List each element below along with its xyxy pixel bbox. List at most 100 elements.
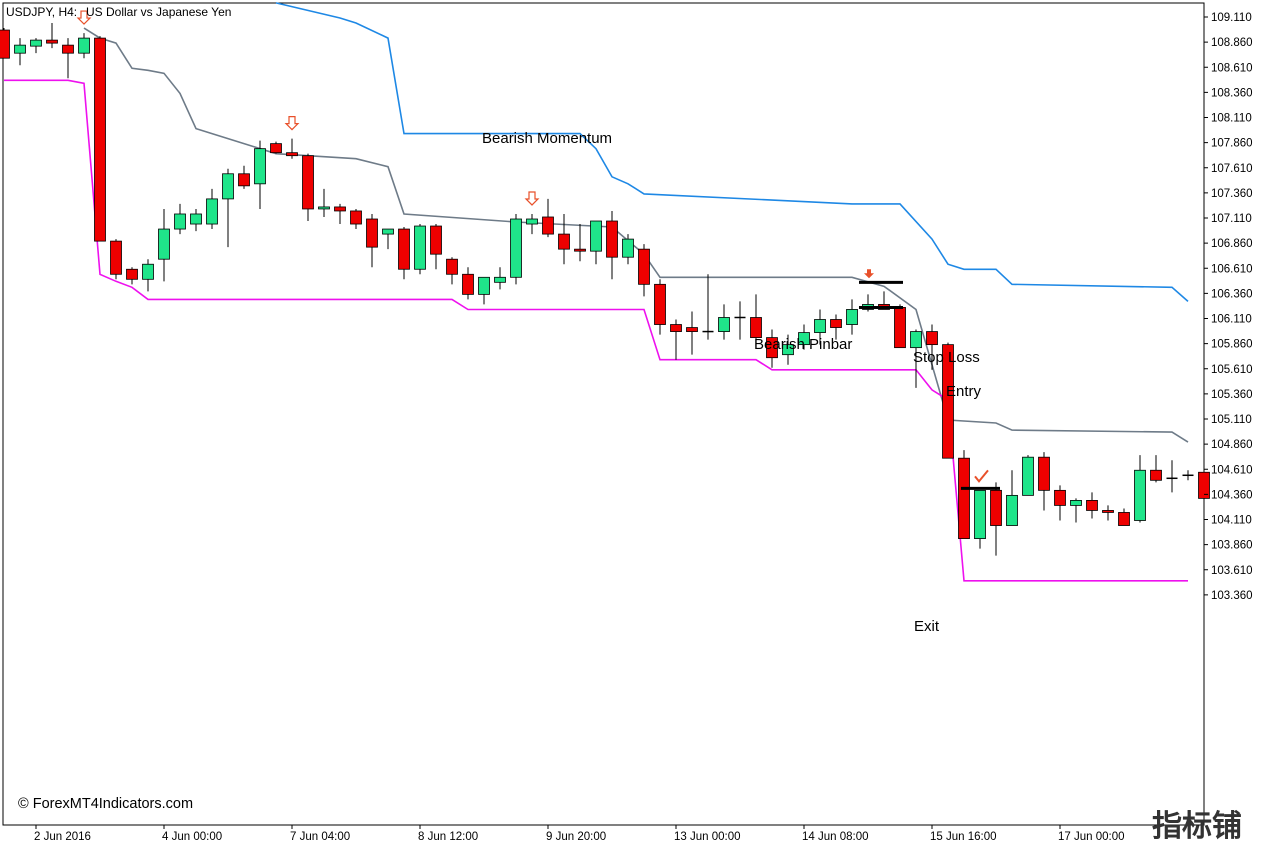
candle-body xyxy=(318,206,330,210)
candle xyxy=(894,304,906,349)
candle-body xyxy=(414,225,426,270)
down-arrow-icon xyxy=(284,116,300,131)
x-tick-label: 17 Jun 00:00 xyxy=(1058,831,1125,843)
candle xyxy=(1006,470,1018,526)
candle-body xyxy=(1070,500,1082,506)
candle xyxy=(302,153,314,222)
candle-body xyxy=(142,263,154,280)
candle xyxy=(1150,455,1162,483)
candle-body xyxy=(62,44,74,54)
candle xyxy=(990,482,1002,556)
y-tick-label: 108.860 xyxy=(1211,37,1253,49)
candle-body xyxy=(1086,500,1098,511)
candle-body xyxy=(94,37,106,242)
candle-body xyxy=(654,283,666,325)
candle xyxy=(526,213,538,235)
candle-body xyxy=(510,218,522,278)
candle xyxy=(974,489,986,549)
candle xyxy=(654,279,666,335)
lower-band-line xyxy=(4,79,1188,582)
y-tick-label: 103.610 xyxy=(1211,565,1253,577)
checkmark-icon xyxy=(974,469,989,483)
candle-body xyxy=(158,228,170,260)
signal-markers xyxy=(76,10,1000,490)
candle xyxy=(1022,455,1034,496)
candle xyxy=(1182,470,1194,481)
candle-body xyxy=(0,29,10,59)
candle xyxy=(206,188,218,230)
candle-body xyxy=(398,228,410,270)
candle-body xyxy=(494,276,506,283)
candle-body xyxy=(1150,469,1162,481)
candle-body xyxy=(222,173,234,200)
candle-body xyxy=(446,258,458,275)
candle xyxy=(430,224,442,270)
candle-body xyxy=(366,218,378,248)
candle xyxy=(158,208,170,282)
candle-body xyxy=(14,44,26,54)
candle xyxy=(238,165,250,189)
candle xyxy=(318,188,330,217)
candle xyxy=(1054,485,1066,521)
y-tick-label: 105.860 xyxy=(1211,339,1253,351)
candle-body xyxy=(782,344,794,356)
candle-body xyxy=(574,248,586,252)
x-tick-label: 13 Jun 00:00 xyxy=(674,831,741,843)
candle xyxy=(926,324,938,370)
candle xyxy=(734,301,746,340)
y-tick-label: 106.360 xyxy=(1211,288,1253,300)
candle-body xyxy=(1054,489,1066,506)
candle xyxy=(798,324,810,350)
y-tick-label: 105.110 xyxy=(1211,414,1252,426)
candle xyxy=(830,314,842,340)
x-tick-label: 14 Jun 08:00 xyxy=(802,831,869,843)
candle-body xyxy=(990,489,1002,526)
candle-body xyxy=(1134,469,1146,521)
candle-body xyxy=(286,152,298,157)
candle xyxy=(958,450,970,539)
x-tick-label: 15 Jun 16:00 xyxy=(930,831,997,843)
y-tick-label: 104.110 xyxy=(1211,515,1252,527)
candle xyxy=(0,28,10,59)
candle-body xyxy=(558,233,570,250)
candle xyxy=(366,213,378,268)
y-tick-label: 105.360 xyxy=(1211,389,1253,401)
candle xyxy=(814,309,826,345)
candle-body xyxy=(174,213,186,230)
candle-body xyxy=(814,319,826,333)
y-tick-label: 108.110 xyxy=(1211,113,1252,125)
candle-body xyxy=(462,273,474,295)
candle-body xyxy=(350,210,362,225)
candle-body xyxy=(1118,512,1130,526)
candle-body xyxy=(606,220,618,258)
candle xyxy=(462,267,474,300)
candle xyxy=(94,36,106,242)
candle-body xyxy=(1102,510,1114,513)
candle-body xyxy=(830,319,842,328)
candle xyxy=(670,319,682,360)
candle xyxy=(46,23,58,49)
candle-body xyxy=(798,332,810,346)
candle xyxy=(126,267,138,285)
down-arrow-icon xyxy=(76,10,92,25)
candle xyxy=(1118,508,1130,526)
candle xyxy=(718,304,730,340)
candle-body xyxy=(958,457,970,539)
candle-body xyxy=(302,155,314,210)
candle xyxy=(1134,455,1146,523)
candle-body xyxy=(526,218,538,225)
watermark-text: 指标铺 xyxy=(1152,809,1242,844)
candle-body xyxy=(1022,456,1034,496)
candle xyxy=(574,224,586,262)
y-tick-label: 108.360 xyxy=(1211,87,1253,99)
candle-body xyxy=(686,327,698,332)
candle-body xyxy=(126,268,138,280)
candle xyxy=(350,208,362,230)
candle-body xyxy=(846,309,858,325)
candle-body xyxy=(1006,494,1018,526)
candle xyxy=(222,168,234,248)
candle xyxy=(942,342,954,459)
candle-body xyxy=(750,317,762,338)
y-tick-label: 107.860 xyxy=(1211,138,1253,150)
candle-body xyxy=(926,331,938,346)
